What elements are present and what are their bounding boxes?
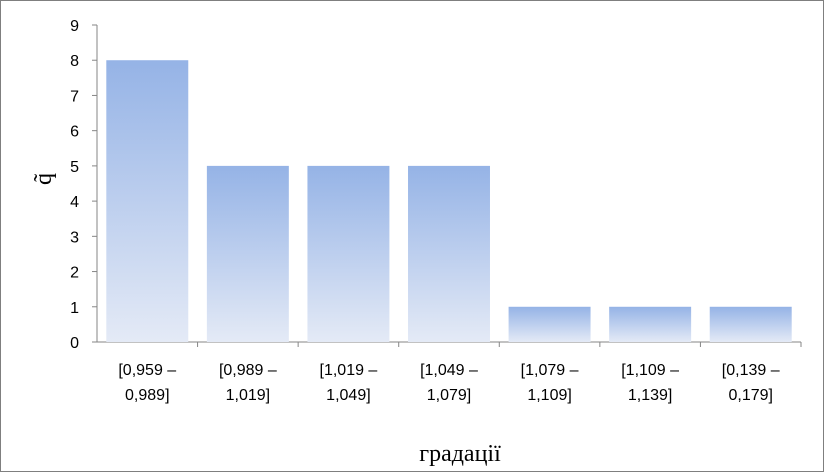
x-tick-label: [0,139 –0,179] <box>722 362 780 404</box>
y-tick-label: 0 <box>70 335 79 352</box>
x-tick-labels: [0,959 –0,989] [0,989 –1,019] [1,019 –1,04… <box>118 342 802 404</box>
x-tick-label: [1,079 –1,109] <box>521 362 579 404</box>
y-tick-label: 7 <box>70 88 79 105</box>
y-tick-label: 3 <box>70 229 79 246</box>
x-tick-label: [1,019 –1,049] <box>320 362 378 404</box>
x-tick-label: [0,989 –1,019] <box>219 362 277 404</box>
x-axis-title: градації <box>419 441 501 467</box>
bar <box>508 306 591 342</box>
bar <box>206 165 289 342</box>
y-tick-label: 8 <box>70 53 79 70</box>
y-tick-labels: 0 1 2 3 4 5 6 7 8 9 <box>70 18 97 352</box>
bar <box>709 306 792 342</box>
y-tick-label: 5 <box>70 159 79 176</box>
bar <box>106 60 189 342</box>
x-tick-label: [0,959 –0,989] <box>118 362 176 404</box>
y-tick-label: 4 <box>70 194 79 211</box>
bar <box>609 306 692 342</box>
y-tick-label: 9 <box>70 18 79 35</box>
bar <box>408 165 490 342</box>
y-axis-title: q̃ <box>31 173 57 185</box>
bars <box>106 60 792 342</box>
x-tick-label: [1,049 –1,079] <box>420 362 478 404</box>
y-tick-label: 2 <box>70 265 79 282</box>
y-tick-label: 6 <box>70 124 79 141</box>
x-tick-label: [1,109 –1,139] <box>621 362 679 404</box>
bar <box>307 165 390 342</box>
y-tick-label: 1 <box>70 300 79 317</box>
